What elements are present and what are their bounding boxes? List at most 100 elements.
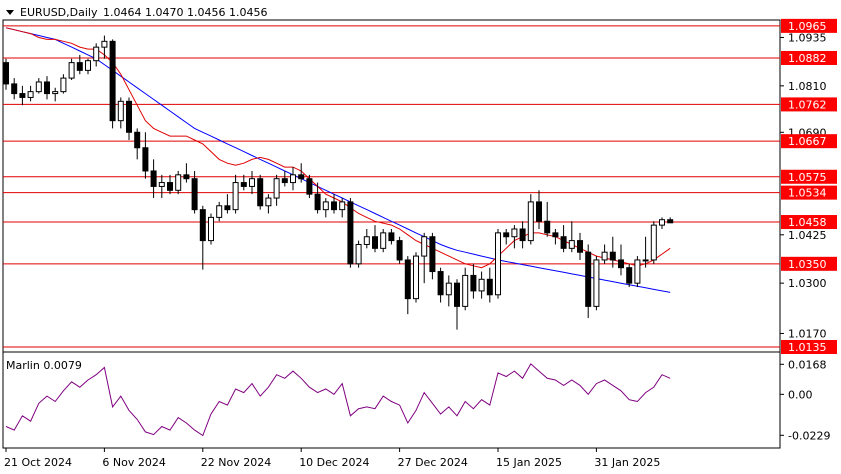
dropdown-arrow-icon[interactable] bbox=[6, 10, 14, 15]
level-label-background bbox=[781, 50, 837, 65]
bullish-candle-body bbox=[68, 62, 75, 79]
candle bbox=[117, 97, 124, 129]
bullish-candle-body bbox=[265, 197, 272, 207]
candle bbox=[380, 228, 387, 253]
candle bbox=[27, 85, 34, 102]
indicator-axis-tick-label: -0.0229 bbox=[788, 429, 830, 442]
bullish-candle-body bbox=[421, 236, 428, 257]
candle bbox=[298, 163, 305, 183]
candle bbox=[76, 54, 83, 75]
bullish-candle-body bbox=[249, 178, 255, 187]
bearish-candle-body bbox=[437, 271, 444, 296]
candle bbox=[224, 194, 231, 214]
bearish-candle-body bbox=[552, 232, 559, 238]
bearish-candle-body bbox=[404, 259, 411, 300]
bearish-candle-body bbox=[167, 182, 173, 191]
bullish-candle-body bbox=[85, 60, 91, 71]
bullish-candle-body bbox=[659, 219, 665, 226]
candle bbox=[609, 236, 616, 268]
bearish-candle-body bbox=[76, 62, 83, 71]
time-axis-label: 10 Dec 2024 bbox=[299, 456, 369, 469]
price-axis-tick-label: 1.0810 bbox=[788, 80, 827, 93]
candle bbox=[527, 194, 534, 245]
level-label-background bbox=[781, 169, 837, 184]
candle bbox=[355, 240, 362, 268]
time-axis-label: 31 Jan 2025 bbox=[594, 456, 660, 469]
bearish-candle-body bbox=[536, 201, 542, 222]
bullish-candle-body bbox=[35, 81, 42, 93]
candle bbox=[52, 87, 59, 102]
bullish-candle-body bbox=[290, 174, 296, 184]
candle bbox=[421, 232, 428, 284]
bearish-candle-body bbox=[183, 174, 190, 180]
time-axis: 21 Oct 2024 6 Nov 2024 22 Nov 2024 10 Dec 2… bbox=[4, 448, 660, 469]
bearish-candle-body bbox=[224, 205, 231, 211]
price-axis-tick-label: 1.0170 bbox=[788, 327, 827, 340]
candle bbox=[68, 58, 75, 81]
time-axis-label: 21 Oct 2024 bbox=[4, 456, 72, 469]
bearish-candle-body bbox=[503, 232, 510, 238]
candle bbox=[44, 76, 50, 100]
bullish-candle-body bbox=[52, 91, 59, 95]
bullish-candle-body bbox=[117, 100, 124, 122]
bearish-candle-body bbox=[609, 251, 616, 261]
candle bbox=[503, 228, 510, 245]
candle bbox=[126, 97, 132, 141]
candle bbox=[347, 198, 354, 268]
marlin-line bbox=[5, 363, 671, 437]
candle bbox=[536, 190, 542, 229]
candle bbox=[626, 263, 633, 288]
candle bbox=[454, 279, 460, 330]
bullish-candle-body bbox=[355, 243, 362, 265]
candle bbox=[601, 244, 608, 264]
bearish-candle-body bbox=[150, 170, 157, 187]
level-label-background bbox=[781, 97, 837, 112]
bearish-candle-body bbox=[134, 131, 141, 149]
bearish-candle-body bbox=[372, 236, 378, 249]
candle bbox=[634, 256, 641, 288]
candle bbox=[642, 236, 649, 268]
candle bbox=[478, 271, 485, 299]
bearish-candle-body bbox=[126, 100, 132, 133]
price-axis-tick-label: 1.0425 bbox=[788, 229, 827, 242]
level-label-background bbox=[781, 215, 837, 230]
candle bbox=[429, 232, 436, 280]
bearish-candle-body bbox=[618, 259, 624, 269]
bullish-candle-body bbox=[593, 259, 600, 307]
price-panel[interactable]: 1.09351.08101.06901.04251.03001.01701.09… bbox=[2, 18, 837, 354]
bearish-candle-body bbox=[257, 178, 264, 207]
bullish-candle-body bbox=[478, 278, 485, 292]
level-label-background bbox=[781, 185, 837, 200]
level-label-background bbox=[781, 134, 837, 149]
level-label: 1.0534 bbox=[788, 187, 827, 200]
bullish-candle-body bbox=[413, 255, 419, 300]
bearish-candle-body bbox=[240, 182, 247, 187]
bearish-candle-body bbox=[11, 83, 18, 95]
indicator-panel[interactable]: 0.0168 0.00 -0.0229 bbox=[2, 351, 830, 449]
time-axis-label: 15 Jan 2025 bbox=[496, 456, 562, 469]
time-axis-label: 27 Dec 2024 bbox=[398, 456, 468, 469]
level-label: 1.0575 bbox=[788, 171, 827, 184]
candle bbox=[314, 182, 321, 214]
bearish-candle-body bbox=[314, 193, 321, 211]
bullish-candle-body bbox=[339, 201, 346, 211]
candle bbox=[11, 78, 18, 100]
bullish-candle-body bbox=[273, 178, 280, 199]
bullish-candle-body bbox=[60, 77, 67, 93]
bullish-candle-body bbox=[601, 251, 608, 261]
bullish-candle-body bbox=[634, 259, 641, 284]
bullish-candle-body bbox=[158, 182, 165, 187]
candle bbox=[331, 194, 337, 214]
candle bbox=[470, 263, 477, 299]
price-axis-tick-label: 1.0935 bbox=[788, 31, 827, 44]
fast-moving-average-line bbox=[5, 27, 671, 269]
bearish-candle-body bbox=[454, 282, 460, 307]
candle bbox=[249, 170, 255, 195]
bullish-candle-body bbox=[462, 274, 469, 307]
candle bbox=[544, 201, 551, 237]
candle bbox=[257, 174, 264, 210]
bearish-candle-body bbox=[560, 236, 567, 249]
candle bbox=[134, 128, 141, 160]
level-label: 1.0882 bbox=[788, 52, 827, 65]
